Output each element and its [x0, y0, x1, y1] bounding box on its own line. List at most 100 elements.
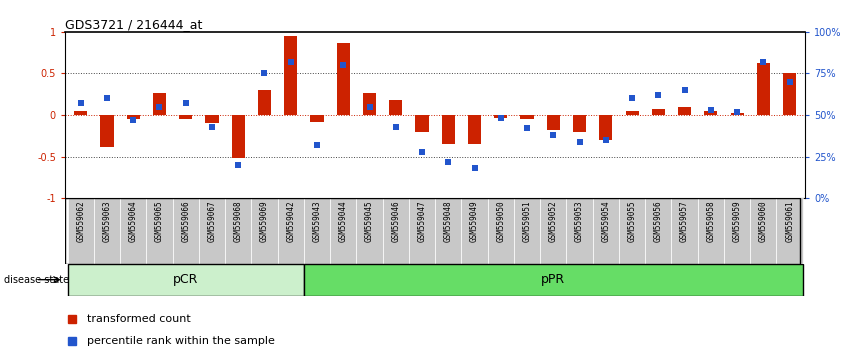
- Text: GSM559042: GSM559042: [287, 200, 295, 242]
- Bar: [540, 198, 566, 264]
- Text: GSM559049: GSM559049: [470, 200, 479, 242]
- Text: GSM559046: GSM559046: [391, 200, 400, 242]
- Bar: [363, 93, 376, 115]
- Text: GSM559054: GSM559054: [601, 200, 611, 242]
- Text: GSM559069: GSM559069: [260, 200, 269, 242]
- Text: GSM559055: GSM559055: [628, 200, 637, 242]
- Point: [572, 139, 586, 144]
- Text: GSM559068: GSM559068: [234, 200, 242, 242]
- Bar: [514, 198, 540, 264]
- Point: [389, 124, 403, 130]
- Text: GSM559043: GSM559043: [313, 200, 321, 242]
- Bar: [284, 36, 297, 115]
- Point: [704, 107, 718, 113]
- Bar: [357, 198, 383, 264]
- Bar: [225, 198, 251, 264]
- Point: [520, 126, 534, 131]
- Text: GSM559063: GSM559063: [102, 200, 112, 242]
- Text: GSM559060: GSM559060: [759, 200, 768, 242]
- Point: [152, 104, 166, 110]
- Text: GSM559045: GSM559045: [365, 200, 374, 242]
- Point: [310, 142, 324, 148]
- Text: GSM559050: GSM559050: [496, 200, 505, 242]
- Bar: [494, 115, 507, 118]
- Text: GSM559062: GSM559062: [76, 200, 85, 242]
- Bar: [645, 198, 671, 264]
- Bar: [330, 198, 357, 264]
- Bar: [389, 100, 403, 115]
- Bar: [251, 198, 278, 264]
- Point: [100, 96, 114, 101]
- Bar: [232, 115, 245, 158]
- Point: [783, 79, 797, 85]
- Bar: [488, 198, 514, 264]
- Text: GSM559051: GSM559051: [522, 200, 532, 242]
- Point: [756, 59, 770, 65]
- Bar: [520, 115, 533, 119]
- Text: GSM559057: GSM559057: [680, 200, 689, 242]
- Bar: [409, 198, 435, 264]
- Bar: [304, 264, 803, 296]
- Text: percentile rank within the sample: percentile rank within the sample: [87, 336, 275, 346]
- Point: [126, 117, 140, 123]
- Bar: [94, 198, 120, 264]
- Text: transformed count: transformed count: [87, 314, 191, 325]
- Point: [415, 149, 429, 154]
- Bar: [546, 115, 560, 130]
- Point: [678, 87, 692, 93]
- Text: GSM559061: GSM559061: [785, 200, 794, 242]
- Bar: [435, 198, 462, 264]
- Bar: [442, 115, 455, 144]
- Point: [494, 115, 507, 121]
- Point: [178, 101, 192, 106]
- Text: pPR: pPR: [541, 273, 565, 286]
- Bar: [258, 90, 271, 115]
- Point: [442, 159, 456, 165]
- Text: disease state: disease state: [4, 275, 69, 285]
- Text: GSM559053: GSM559053: [575, 200, 584, 242]
- Bar: [310, 115, 324, 122]
- Bar: [126, 115, 139, 119]
- Bar: [120, 198, 146, 264]
- Point: [231, 162, 245, 168]
- Bar: [698, 198, 724, 264]
- Text: GSM559052: GSM559052: [549, 200, 558, 242]
- Bar: [678, 107, 691, 115]
- Point: [284, 59, 298, 65]
- Bar: [146, 198, 172, 264]
- Text: GSM559066: GSM559066: [181, 200, 191, 242]
- Bar: [757, 63, 770, 115]
- Text: GSM559067: GSM559067: [208, 200, 216, 242]
- Bar: [599, 115, 612, 140]
- Text: GDS3721 / 216444_at: GDS3721 / 216444_at: [65, 18, 203, 31]
- Bar: [750, 198, 777, 264]
- Point: [625, 96, 639, 101]
- Text: GSM559048: GSM559048: [443, 200, 453, 242]
- Bar: [199, 198, 225, 264]
- Bar: [566, 198, 592, 264]
- Point: [546, 132, 560, 138]
- Point: [651, 92, 665, 98]
- Bar: [172, 198, 199, 264]
- Bar: [619, 198, 645, 264]
- Bar: [462, 198, 488, 264]
- Bar: [704, 111, 717, 115]
- Point: [205, 124, 219, 130]
- Point: [468, 165, 481, 171]
- Text: GSM559047: GSM559047: [417, 200, 427, 242]
- Bar: [652, 109, 665, 115]
- Bar: [777, 198, 803, 264]
- Bar: [783, 74, 796, 115]
- Bar: [278, 198, 304, 264]
- Point: [599, 137, 613, 143]
- Bar: [592, 198, 619, 264]
- Bar: [68, 198, 94, 264]
- Text: GSM559065: GSM559065: [155, 200, 164, 242]
- Bar: [74, 111, 87, 115]
- Text: GSM559056: GSM559056: [654, 200, 662, 242]
- Bar: [304, 198, 330, 264]
- Point: [730, 109, 744, 115]
- Bar: [205, 115, 218, 124]
- Point: [336, 62, 350, 68]
- Bar: [625, 111, 638, 115]
